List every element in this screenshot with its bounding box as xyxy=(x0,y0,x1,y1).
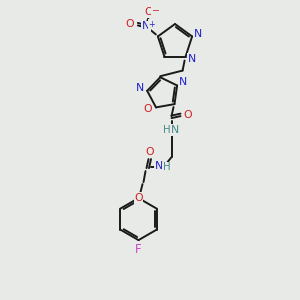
Text: O: O xyxy=(145,8,153,17)
Text: N: N xyxy=(154,161,163,171)
Text: O: O xyxy=(126,20,134,29)
Text: +: + xyxy=(148,20,155,29)
Text: O: O xyxy=(134,193,143,203)
Text: O: O xyxy=(144,104,152,114)
Text: H: H xyxy=(163,162,170,172)
Text: N: N xyxy=(170,125,178,135)
Text: O: O xyxy=(145,147,154,157)
Text: N: N xyxy=(179,77,187,88)
Text: N: N xyxy=(136,83,144,93)
Text: F: F xyxy=(135,243,142,256)
Text: N: N xyxy=(194,29,202,39)
Text: N: N xyxy=(142,21,150,32)
Text: N: N xyxy=(188,54,196,64)
Text: O: O xyxy=(183,110,192,120)
Text: H: H xyxy=(163,125,170,135)
Text: −: − xyxy=(152,5,160,14)
